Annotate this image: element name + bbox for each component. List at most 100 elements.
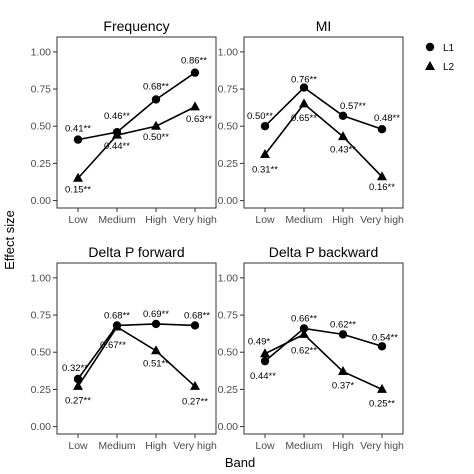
data-label-l2: 0.51** — [143, 359, 169, 370]
y-tick-label: 0.75 — [218, 310, 239, 322]
data-point-l2 — [338, 366, 348, 376]
data-label-l2: 0.63** — [186, 114, 212, 125]
x-tick-label: Very high — [360, 214, 404, 226]
x-tick-label: Medium — [285, 440, 323, 452]
data-label-l2: 0.44** — [104, 141, 130, 152]
x-tick-label: High — [145, 440, 167, 452]
data-label-l1: 0.48** — [374, 113, 400, 124]
series-line-l1 — [264, 86, 383, 130]
y-tick-label: 0.00 — [31, 421, 52, 433]
series-line-l2 — [264, 333, 383, 391]
panel-mi: MI 0.00 0.25 0.50 0.75 1.00 Low Medium High Very … — [218, 18, 404, 226]
panel-delta-p-forward: Delta P forward 0.00 0.25 0.50 0.75 1.00 Low Me… — [31, 244, 217, 452]
data-point-l1 — [260, 356, 270, 366]
y-tick-label: 0.00 — [218, 195, 239, 207]
data-label-l2: 0.25** — [369, 398, 395, 409]
y-tick-label: 0.25 — [31, 384, 52, 396]
data-point-l1 — [299, 324, 309, 333]
data-label-l1: 0.54** — [372, 332, 398, 343]
y-tick-label: 0.50 — [31, 121, 52, 133]
series-line-l2 — [77, 106, 196, 179]
data-label-l1: 0.57** — [340, 101, 366, 112]
x-axis-title: Band — [225, 455, 255, 470]
y-tick-label: 0.25 — [218, 384, 239, 396]
data-point-l2 — [299, 328, 309, 338]
data-label-l2: 0.37* — [332, 381, 354, 392]
data-point-l2 — [190, 380, 200, 390]
x-tick-label: Very high — [173, 214, 217, 226]
data-point-l2 — [190, 101, 200, 111]
y-tick-label: 1.00 — [218, 272, 239, 284]
data-point-l1 — [73, 374, 83, 384]
y-tick-label: 0.50 — [31, 347, 52, 359]
legend-marker-l2 — [425, 61, 435, 70]
panel-frequency: Frequency 0.00 0.25 0.50 0.75 1.00 Low Medium Hi… — [31, 18, 217, 226]
x-tick-label: Very high — [173, 440, 217, 452]
x-tick-label: High — [145, 214, 167, 226]
y-tick-label: 1.00 — [218, 46, 239, 58]
legend-label-l1: L1 — [443, 43, 455, 54]
data-label-l2: 0.15** — [65, 184, 91, 195]
y-tick-label: 0.75 — [31, 84, 52, 96]
series-line-l1 — [77, 72, 196, 141]
data-label-l2: 0.27** — [182, 396, 208, 407]
data-label-l2: 0.31** — [252, 164, 278, 175]
panel-title: Delta P forward — [88, 244, 184, 260]
panel-delta-p-backward: Delta P backward 0.00 0.25 0.50 0.75 1.00 Low M… — [218, 244, 404, 452]
data-point-l2 — [112, 129, 122, 139]
data-label-l2: 0.16** — [369, 182, 395, 193]
data-point-l1 — [151, 319, 161, 329]
series-line-l1 — [77, 323, 196, 380]
panel-title: Delta P backward — [269, 244, 378, 260]
data-label-l1: 0.69** — [143, 309, 169, 320]
y-tick-label: 0.75 — [31, 310, 52, 322]
data-label-l2: 0.43** — [330, 145, 356, 156]
data-label-l1: 0.41** — [65, 124, 91, 135]
data-point-l1 — [338, 111, 348, 121]
data-point-l2 — [73, 380, 83, 390]
data-label-l2: 0.49* — [248, 337, 270, 348]
data-label-l1: 0.66** — [291, 313, 317, 324]
y-tick-label: 0.00 — [31, 195, 52, 207]
data-point-l1 — [190, 68, 200, 77]
x-tick-label: Medium — [285, 214, 323, 226]
data-point-l2 — [299, 98, 309, 108]
x-tick-label: Low — [68, 214, 88, 226]
data-point-l2 — [260, 348, 270, 358]
data-label-l2: 0.65** — [291, 113, 317, 124]
data-point-l1 — [377, 342, 387, 351]
panel-frame — [243, 36, 404, 209]
legend-marker-l1 — [425, 42, 435, 52]
legend-label-l2: L2 — [443, 62, 455, 73]
data-point-l1 — [190, 321, 200, 330]
data-label-l2: 0.62** — [291, 345, 317, 356]
data-label-l1: 0.62** — [330, 319, 356, 330]
data-point-l2 — [338, 131, 348, 141]
panel-frame — [243, 262, 404, 435]
x-tick-label: High — [332, 440, 354, 452]
data-label-l1: 0.46** — [104, 111, 130, 122]
panels: Frequency 0.00 0.25 0.50 0.75 1.00 Low Medium Hi… — [31, 18, 404, 452]
data-point-l2 — [151, 345, 161, 355]
x-tick-label: High — [332, 214, 354, 226]
data-label-l1: 0.68** — [184, 310, 210, 321]
data-label-l1: 0.76** — [291, 75, 317, 86]
data-label-l1: 0.68** — [143, 81, 169, 92]
data-label-l1: 0.68** — [104, 310, 130, 321]
y-tick-label: 0.50 — [218, 347, 239, 359]
y-tick-label: 0.00 — [218, 421, 239, 433]
x-tick-label: Low — [68, 440, 88, 452]
panel-frame — [56, 262, 217, 435]
data-label-l1: 0.32** — [62, 363, 88, 374]
data-point-l2 — [73, 172, 83, 182]
x-tick-label: Medium — [98, 214, 136, 226]
y-tick-label: 1.00 — [31, 46, 52, 58]
data-point-l2 — [377, 383, 387, 393]
y-tick-label: 0.50 — [218, 121, 239, 133]
legend: L1 L2 — [425, 42, 455, 73]
y-tick-label: 0.25 — [218, 158, 239, 170]
data-point-l1 — [338, 330, 348, 339]
data-point-l1 — [151, 95, 161, 104]
data-point-l1 — [299, 83, 309, 92]
